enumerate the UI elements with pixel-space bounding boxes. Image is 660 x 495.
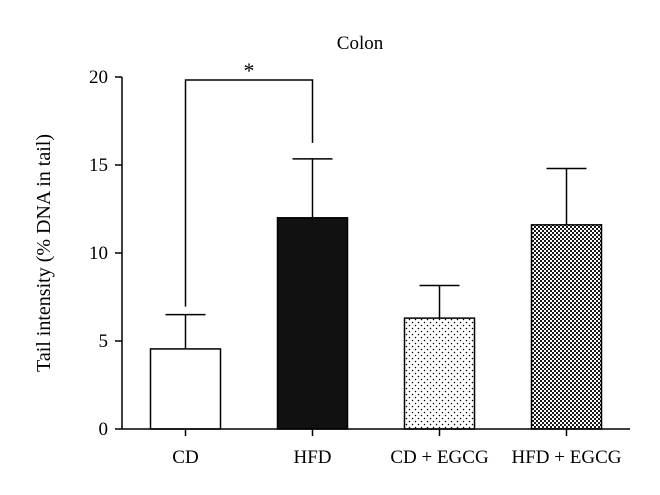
y-axis-label: Tail intensity (% DNA in tail) bbox=[33, 134, 55, 372]
significance-label: * bbox=[244, 58, 255, 83]
significance-line bbox=[184, 79, 314, 307]
bar bbox=[530, 224, 603, 430]
bar bbox=[276, 217, 349, 430]
x-tick-label: CD bbox=[172, 447, 198, 468]
bars bbox=[149, 217, 603, 430]
y-tick-label: 5 bbox=[99, 331, 109, 352]
y-tick-label: 10 bbox=[89, 243, 108, 264]
error-bars bbox=[165, 158, 587, 349]
x-tick-label: HFD bbox=[293, 447, 331, 468]
chart-title: Colon bbox=[337, 33, 384, 54]
x-axis: CD HFD CD + EGCG HFD + EGCG bbox=[122, 428, 630, 468]
y-axis: 0 5 10 15 20 bbox=[89, 67, 123, 440]
y-tick-label: 15 bbox=[89, 155, 108, 176]
y-tick-label: 0 bbox=[99, 419, 109, 440]
y-tick-label: 20 bbox=[89, 67, 108, 88]
bar bbox=[149, 348, 222, 430]
significance-bracket: * bbox=[184, 58, 314, 307]
bar bbox=[403, 317, 476, 430]
x-tick-label: HFD + EGCG bbox=[512, 447, 622, 468]
x-tick-label: CD + EGCG bbox=[390, 447, 489, 468]
